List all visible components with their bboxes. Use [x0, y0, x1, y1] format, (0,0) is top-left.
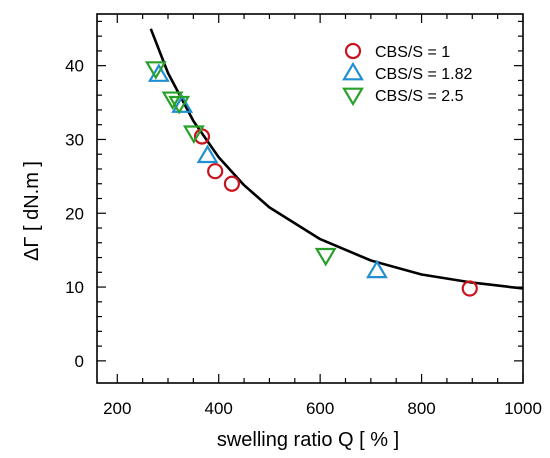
data-point — [161, 91, 184, 111]
x-tick-label: 200 — [103, 399, 131, 418]
data-point — [196, 144, 219, 164]
y-tick-label: 0 — [75, 352, 84, 371]
x-tick-label: 600 — [306, 399, 334, 418]
legend-marker — [342, 87, 364, 107]
data-point — [223, 175, 240, 192]
x-tick-label: 1000 — [504, 399, 542, 418]
y-tick-label: 10 — [65, 278, 84, 297]
x-tick-label: 400 — [205, 399, 233, 418]
legend: CBS/S = 1 CBS/S = 1.82 CBS/S = 2.5 — [342, 42, 472, 107]
data-points-layer — [144, 61, 478, 297]
data-point — [182, 125, 205, 144]
y-tick-label: 30 — [65, 130, 84, 149]
data-point — [144, 61, 167, 80]
legend-label: CBS/S = 1 — [375, 44, 450, 61]
data-point — [366, 259, 388, 279]
data-point — [207, 163, 224, 180]
x-axis-title: swelling ratio Q [ % ] — [217, 429, 399, 451]
legend-marker — [344, 42, 362, 60]
fit-curve — [149, 28, 524, 290]
legend-label: CBS/S = 1.82 — [375, 66, 472, 83]
legend-label: CBS/S = 2.5 — [375, 88, 464, 105]
data-point — [171, 94, 194, 113]
x-tick-label: 800 — [407, 399, 435, 418]
data-point — [168, 95, 191, 115]
data-point — [461, 280, 478, 297]
y-tick-label: 40 — [65, 57, 84, 76]
axes: 200 400 600 800 1000 0 10 20 30 40 — [65, 13, 542, 418]
legend-marker — [342, 61, 364, 81]
fit-curve-layer — [149, 28, 524, 290]
y-axis-title: ΔΓ [ dN.m ] — [21, 161, 43, 261]
data-point — [314, 247, 337, 267]
y-tick-label: 20 — [65, 204, 84, 223]
